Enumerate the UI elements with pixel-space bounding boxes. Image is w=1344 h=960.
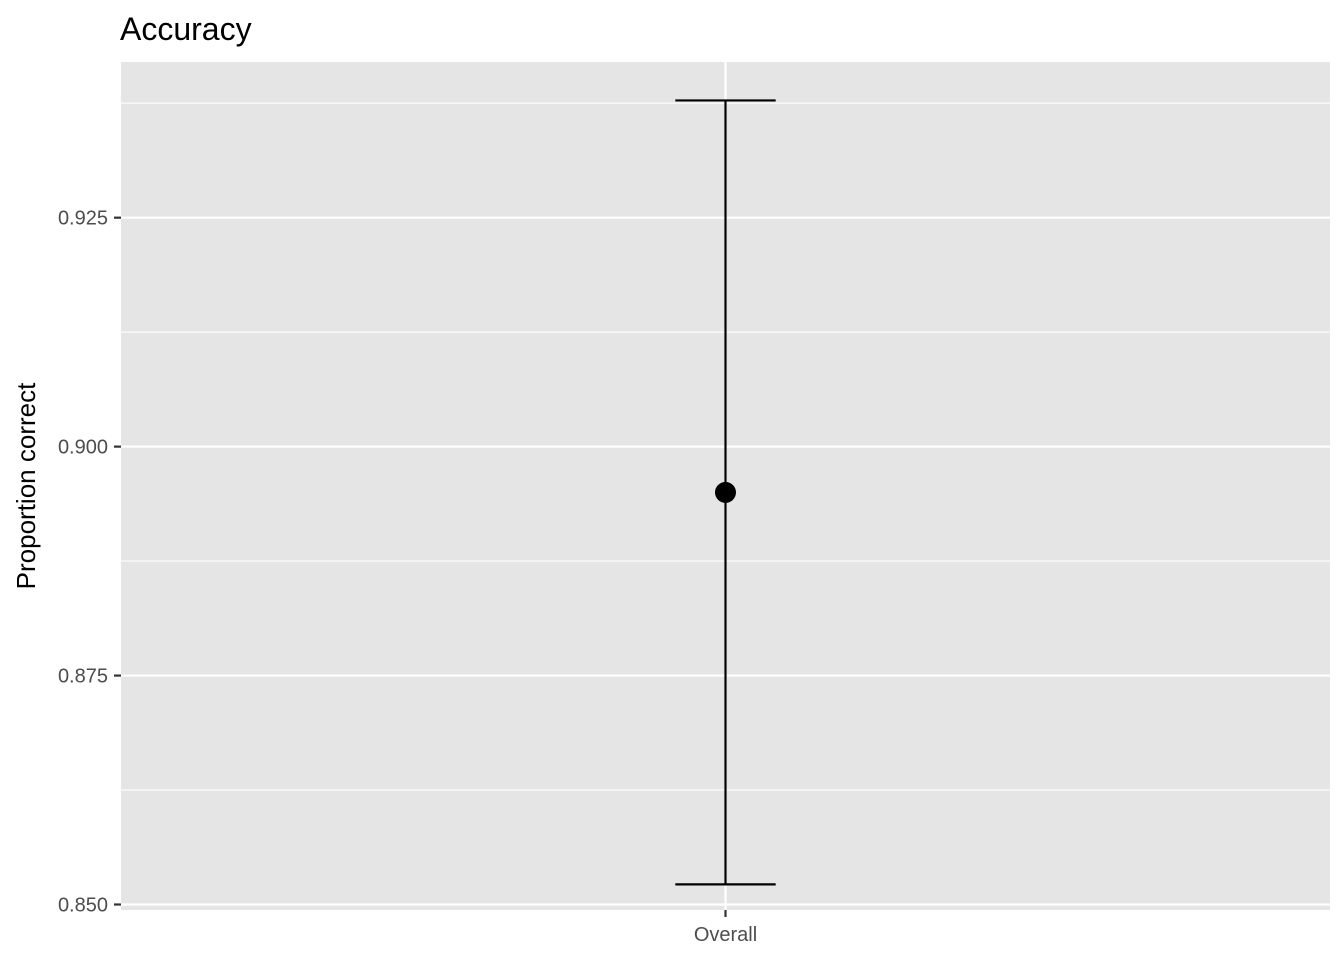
x-axis: Overall (694, 910, 757, 946)
chart-title: Accuracy (120, 11, 252, 47)
y-tick-label: 0.900 (58, 437, 108, 459)
data-point (715, 481, 736, 503)
data-marks (675, 99, 776, 886)
y-axis: 0.850 0.875 0.900 0.925 (58, 208, 121, 917)
y-tick-label: 0.850 (58, 895, 108, 917)
y-tick-label: 0.875 (58, 666, 108, 688)
x-tick-label: Overall (694, 924, 757, 946)
y-axis-title: Proportion correct (11, 382, 41, 589)
y-tick-label: 0.925 (58, 208, 108, 230)
